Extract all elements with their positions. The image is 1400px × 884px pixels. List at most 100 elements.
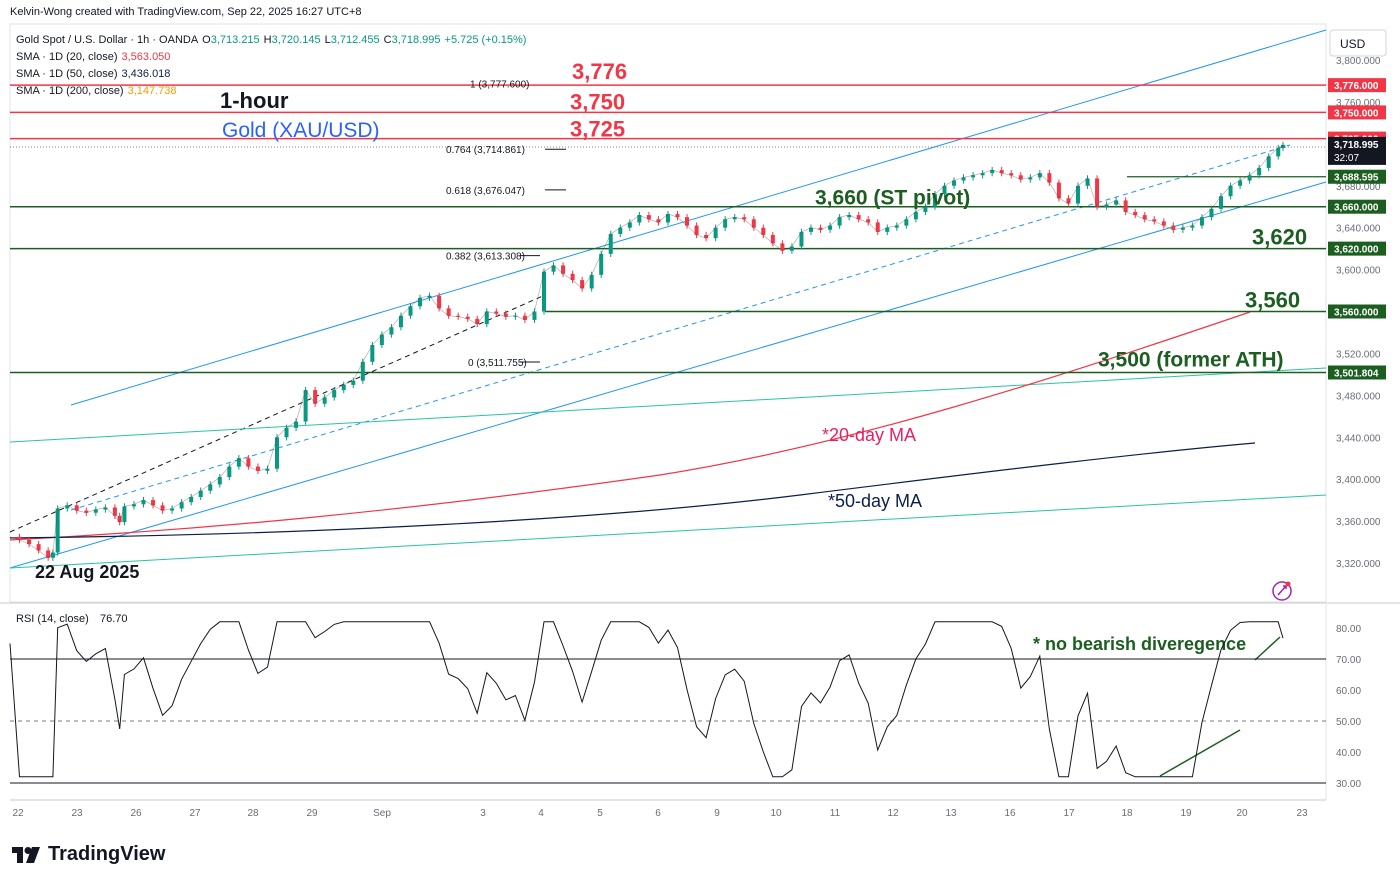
candle-body <box>1171 225 1176 230</box>
legend-sma200-row[interactable]: SMA · 1D (200, close) 3,147.738 <box>16 83 526 100</box>
price-badge-label: 3,501.804 <box>1334 368 1379 379</box>
candle-body <box>780 243 785 251</box>
candle-body <box>541 271 546 312</box>
time-tick: 19 <box>1180 808 1192 819</box>
candle-body <box>117 515 122 523</box>
time-tick: 16 <box>1004 808 1016 819</box>
time-tick: 12 <box>887 808 899 819</box>
candle-body <box>27 539 32 545</box>
candle-body <box>370 345 375 362</box>
candle-body <box>751 219 756 228</box>
candle-body <box>1133 211 1138 216</box>
time-tick: 10 <box>770 808 782 819</box>
candle-body <box>398 315 403 328</box>
candle-body <box>151 500 156 506</box>
candle-body <box>1238 180 1243 186</box>
candle-body <box>84 510 89 513</box>
horizontal-levels <box>10 84 1326 374</box>
candle-body <box>236 458 241 467</box>
price-badge-label: 3,620.000 <box>1334 245 1379 256</box>
candle-body <box>141 500 146 505</box>
candle-body <box>456 315 461 317</box>
time-tick: 26 <box>130 808 142 819</box>
price-tick: 3,600.000 <box>1336 266 1381 277</box>
candle-body <box>837 217 842 226</box>
time-axis[interactable]: 22 23 26 27 28 29 Sep 3 4 5 6 9 10 11 12 13 16 17 18 19 20 23 <box>12 808 1308 819</box>
divergence-annotation: * no bearish diveregence <box>1033 634 1246 654</box>
candle-body <box>294 421 299 428</box>
time-tick: 23 <box>1296 808 1308 819</box>
time-tick: 3 <box>480 808 486 819</box>
candle-body <box>1066 198 1071 204</box>
candle-body <box>1018 175 1023 180</box>
legend-sma50-row[interactable]: SMA · 1D (50, close) 3,436.018 <box>16 66 526 83</box>
candle-body <box>112 507 117 516</box>
price-badge-label: 3,750.000 <box>1334 108 1379 119</box>
price-tick: 3,440.000 <box>1336 433 1381 444</box>
candle-body <box>1257 167 1262 176</box>
price-badge <box>1328 365 1386 380</box>
time-tick: 28 <box>247 808 259 819</box>
candle-body <box>475 318 480 325</box>
candle-body <box>732 217 737 220</box>
candle-body <box>589 274 594 289</box>
sma50-label: SMA · 1D (50, close) <box>16 68 118 80</box>
fib-level-label: 0.618 (3,676.047) <box>446 186 525 197</box>
candle-body <box>465 316 470 319</box>
open-value: 3,713.215 <box>210 34 260 46</box>
replay-icon[interactable] <box>1272 581 1292 601</box>
candle-body <box>131 504 136 507</box>
currency-button[interactable] <box>1329 29 1387 57</box>
candle-body <box>1114 200 1119 205</box>
candle-body <box>494 311 499 314</box>
candle-body <box>36 544 41 551</box>
price-tick: 3,320.000 <box>1336 559 1381 570</box>
tradingview-logo[interactable]: TradingView <box>12 843 165 866</box>
time-tick: 20 <box>1236 808 1248 819</box>
price-tick: 3,640.000 <box>1336 224 1381 235</box>
candle-body <box>761 227 766 236</box>
candle-body <box>913 211 918 220</box>
candle-body <box>1009 173 1014 176</box>
price-axis-badges: 3,776.0003,750.0003,725.0003,718.99532:0… <box>1328 78 1386 380</box>
candle-body <box>980 173 985 176</box>
candle-body <box>74 505 79 511</box>
candle-body <box>704 235 709 239</box>
candle-body <box>1190 225 1195 228</box>
price-badge-label: 3,560.000 <box>1334 308 1379 319</box>
chart-legend: Gold Spot / U.S. Dollar · 1h · OANDA O 3,… <box>16 32 526 100</box>
candle-body <box>1123 200 1128 212</box>
candle-body <box>656 219 661 223</box>
candle-body <box>952 180 957 186</box>
level-label: 3,500 (former ATH) <box>1098 348 1284 371</box>
time-tick: 29 <box>306 808 318 819</box>
trend-channels <box>9 29 1327 777</box>
candle-body <box>1266 156 1271 168</box>
tradingview-icon <box>12 846 40 863</box>
candle-body <box>932 194 937 207</box>
price-badge-label: 3,688.595 <box>1334 173 1379 184</box>
fib-level-label: 0 (3,511.755) <box>468 358 527 369</box>
rsi-tick: 30.00 <box>1336 779 1361 790</box>
candle-body <box>1209 208 1214 218</box>
candle-body <box>637 215 642 223</box>
level-label: 3,660 (ST pivot) <box>815 187 970 210</box>
candle-body <box>513 315 518 317</box>
legend-sma20-row[interactable]: SMA · 1D (20, close) 3,563.050 <box>16 49 526 66</box>
rsi-axis: 30.00 40.00 50.00 60.00 70.00 80.00 <box>1336 624 1361 790</box>
symbol-name[interactable]: Gold Spot / U.S. Dollar · 1h · OANDA <box>16 34 199 46</box>
candle-body <box>274 437 279 469</box>
legend-symbol-row: Gold Spot / U.S. Dollar · 1h · OANDA O 3,… <box>16 32 526 49</box>
candle-body <box>1085 178 1090 186</box>
candle-body <box>189 496 194 503</box>
ma20-annotation: *20-day MA <box>822 425 916 445</box>
candle-body <box>789 246 794 251</box>
high-value: 3,720.145 <box>271 34 321 46</box>
rsi-legend-label: RSI (14, close) <box>16 613 89 625</box>
candle-body <box>599 253 604 275</box>
candle-body <box>17 536 22 540</box>
candle-body <box>551 265 556 272</box>
candle-body <box>408 306 413 316</box>
candle-body <box>1056 182 1061 199</box>
